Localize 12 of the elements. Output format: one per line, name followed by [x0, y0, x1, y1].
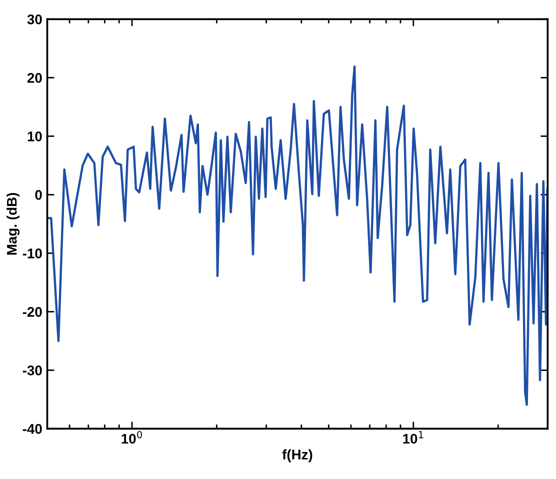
y-tick-label: -40 — [22, 424, 42, 434]
y-tick-label: 0 — [35, 190, 42, 200]
y-tick-label: 20 — [27, 73, 42, 83]
y-tick-label: 10 — [28, 132, 42, 142]
y-tick-label: 30 — [27, 14, 42, 24]
y-tick-label: -20 — [22, 307, 42, 317]
y-tick-label: -10 — [22, 248, 42, 258]
y-tick-label: -30 — [22, 366, 42, 376]
x-axis-title: f(Hz) — [282, 449, 312, 462]
x-tick-label: 10$^{1}$ — [403, 431, 424, 444]
x-tick-label: 10$^{0}$ — [122, 430, 142, 444]
y-axis-title: Mag. (dB) — [6, 192, 20, 255]
